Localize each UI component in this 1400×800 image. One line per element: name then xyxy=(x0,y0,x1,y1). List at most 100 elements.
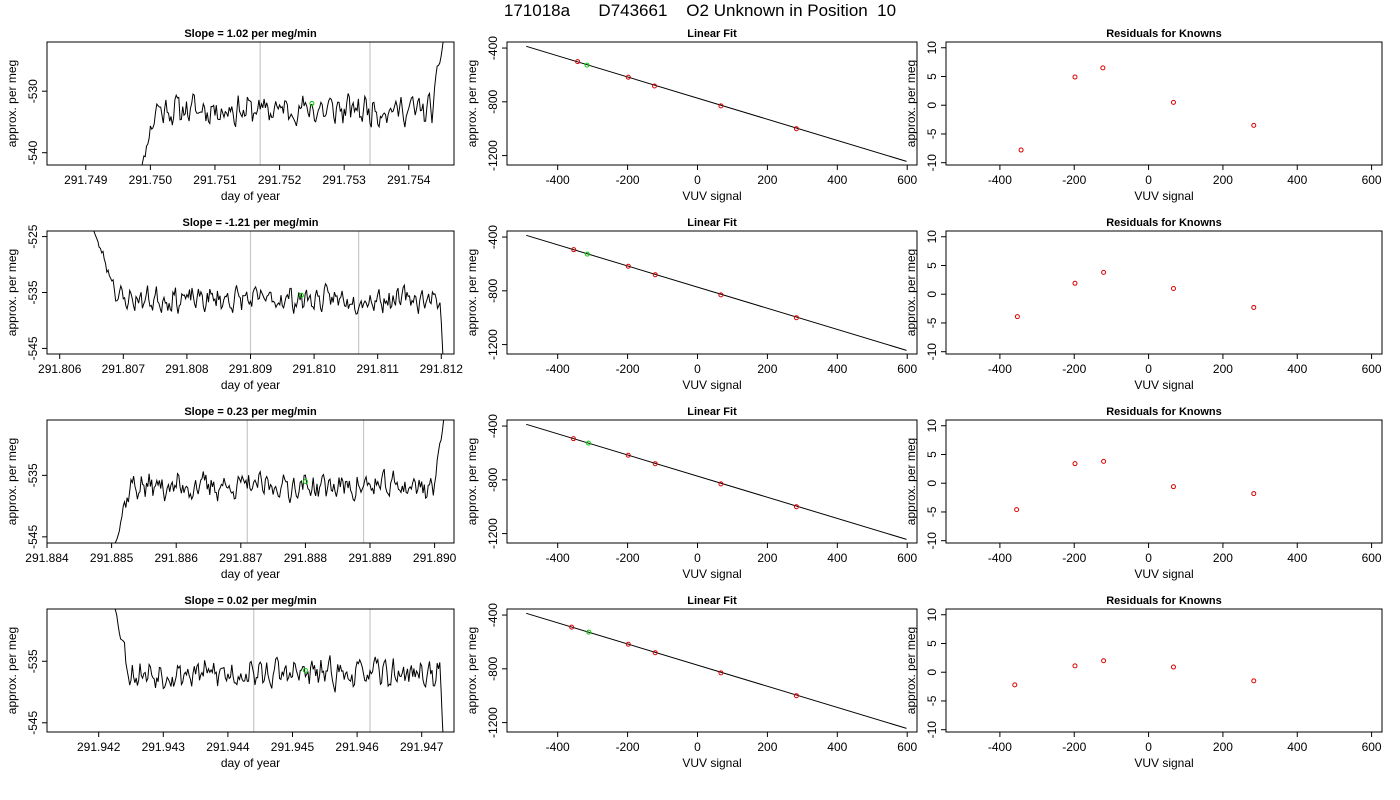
data-layer xyxy=(114,420,445,543)
x-tick-label: 291.887 xyxy=(219,551,263,565)
x-tick-label: 400 xyxy=(827,362,847,376)
x-tick-label: -200 xyxy=(616,173,640,187)
known-point xyxy=(1014,507,1020,513)
y-tick-label: -800 xyxy=(486,656,500,680)
y-axis-label: approx. per meg xyxy=(5,249,19,336)
x-tick-label: 291.888 xyxy=(284,551,328,565)
y-tick-label: -5 xyxy=(925,506,939,517)
x-tick-label: -400 xyxy=(988,173,1012,187)
x-tick-label: 291.807 xyxy=(102,362,146,376)
y-tick-label: -400 xyxy=(486,36,500,60)
panel-r4c1: Slope = 0.02 per meg/min 291.942 291.943 29… xyxy=(5,595,455,770)
known-point xyxy=(652,461,658,467)
y-tick-label: 5 xyxy=(925,73,939,80)
x-tick-label: 200 xyxy=(1213,740,1233,754)
y-tick-label: 0 xyxy=(925,291,939,298)
known-point xyxy=(718,481,724,487)
y-tick-label: -1200 xyxy=(486,707,500,738)
x-tick-label: -200 xyxy=(616,362,640,376)
y-tick-label: -5 xyxy=(925,695,939,706)
y-tick-label: -535 xyxy=(26,463,40,487)
x-tick-label: 400 xyxy=(1287,173,1307,187)
y-tick-label: -545 xyxy=(26,336,40,360)
y-tick-label: -1200 xyxy=(486,329,500,360)
x-tick-label: -200 xyxy=(616,551,640,565)
panel-title: Linear Fit xyxy=(687,217,737,229)
x-tick-label: 0 xyxy=(1145,740,1152,754)
panel-title: Slope = 0.02 per meg/min xyxy=(184,595,317,607)
x-tick-label: 291.884 xyxy=(25,551,69,565)
panel-r2c3: Residuals for Knowns -400 -200 0 200 400 600 10… xyxy=(904,217,1383,392)
x-tick-label: 291.943 xyxy=(142,740,186,754)
x-tick-label: 400 xyxy=(1287,362,1307,376)
plot-frame xyxy=(46,608,455,733)
data-layer xyxy=(141,42,444,165)
panel-title: Residuals for Knowns xyxy=(1106,217,1222,229)
x-tick-label: 200 xyxy=(757,740,777,754)
unknown-marker xyxy=(302,668,308,673)
x-tick-label: 0 xyxy=(694,740,701,754)
x-tick-label: 291.751 xyxy=(193,173,237,187)
y-tick-label: 5 xyxy=(925,451,939,458)
data-layer xyxy=(1014,269,1257,320)
panel-title: Residuals for Knowns xyxy=(1106,28,1222,40)
known-point xyxy=(793,126,799,132)
known-point xyxy=(1012,682,1018,688)
x-tick-label: -400 xyxy=(988,362,1012,376)
x-tick-label: 291.886 xyxy=(155,551,199,565)
x-tick-label: 400 xyxy=(827,551,847,565)
y-tick-label: -545 xyxy=(26,710,40,734)
known-point xyxy=(1101,458,1107,464)
unknown-point xyxy=(584,62,590,68)
y-tick-label: -10 xyxy=(925,721,939,739)
time-series-trace xyxy=(141,42,444,165)
y-tick-label: 0 xyxy=(925,669,939,676)
data-layer xyxy=(526,45,907,162)
y-tick-label: -400 xyxy=(486,225,500,249)
y-tick-label: -535 xyxy=(26,280,40,304)
y-tick-label: 0 xyxy=(925,102,939,109)
fit-line xyxy=(526,612,907,729)
x-tick-label: 200 xyxy=(1213,173,1233,187)
known-point xyxy=(652,83,658,89)
unknown-marker xyxy=(309,101,315,106)
panel-title: Residuals for Knowns xyxy=(1106,595,1222,607)
x-tick-label: 400 xyxy=(1287,551,1307,565)
fit-line xyxy=(526,45,907,162)
panel-title: Slope = 0.23 per meg/min xyxy=(184,406,317,418)
x-tick-label: 291.890 xyxy=(413,551,457,565)
y-axis-label: approx. per meg xyxy=(904,438,918,525)
x-tick-label: 600 xyxy=(1362,173,1382,187)
data-layer xyxy=(526,612,907,729)
y-tick-label: -5 xyxy=(925,317,939,328)
known-point xyxy=(1101,658,1107,664)
y-axis-label: approx. per meg xyxy=(5,438,19,525)
known-point xyxy=(718,670,724,676)
y-axis-label: approx. per meg xyxy=(5,60,19,147)
known-point xyxy=(1170,285,1176,291)
x-tick-label: -400 xyxy=(546,740,570,754)
time-series-trace xyxy=(93,231,444,354)
known-point xyxy=(793,315,799,321)
x-tick-label: 200 xyxy=(1213,362,1233,376)
x-tick-label: 291.753 xyxy=(322,173,366,187)
known-point xyxy=(1014,314,1020,320)
x-tick-label: 291.806 xyxy=(38,362,82,376)
unknown-point xyxy=(585,440,591,446)
x-tick-label: 291.812 xyxy=(420,362,464,376)
known-point xyxy=(652,650,658,656)
x-tick-label: -400 xyxy=(988,740,1012,754)
y-axis-label: approx. per meg xyxy=(465,438,479,525)
x-tick-label: -200 xyxy=(1062,551,1086,565)
x-tick-label: 600 xyxy=(897,740,917,754)
unknown-point xyxy=(586,629,592,635)
known-point xyxy=(718,103,724,109)
x-tick-label: 0 xyxy=(1145,362,1152,376)
x-tick-label: 291.885 xyxy=(90,551,134,565)
x-tick-label: 291.889 xyxy=(348,551,392,565)
x-tick-label: 291.752 xyxy=(258,173,302,187)
known-point xyxy=(569,624,575,630)
y-axis-label: approx. per meg xyxy=(465,60,479,147)
panel-r4c2: Linear Fit -400 -200 0 200 400 600 -400 -800 -120… xyxy=(465,595,918,770)
x-tick-label: 200 xyxy=(757,551,777,565)
